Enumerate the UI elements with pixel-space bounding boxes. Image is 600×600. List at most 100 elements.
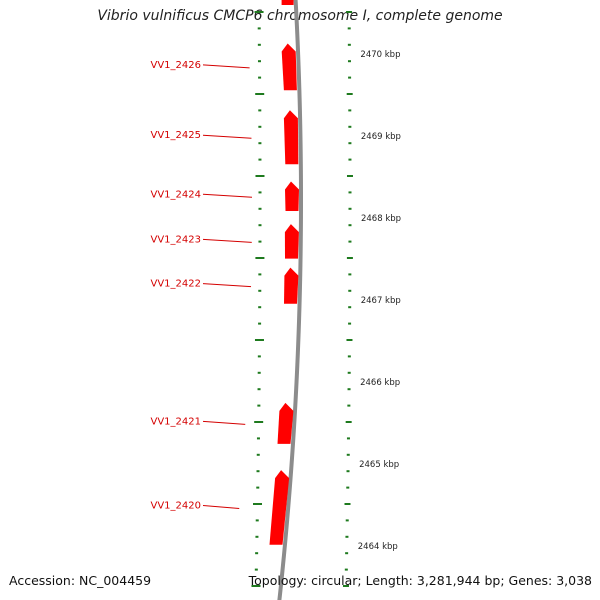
- gene-label[interactable]: VV1_2426: [151, 60, 202, 71]
- tick: [347, 371, 351, 374]
- tick: [348, 273, 352, 276]
- gene-label[interactable]: VV1_2423: [151, 234, 202, 245]
- gene-leader-line: [202, 64, 250, 69]
- tick: [348, 142, 352, 145]
- tick: [258, 224, 262, 227]
- tick: [348, 191, 352, 194]
- tick: [346, 175, 353, 177]
- inner-tick-track: [251, 11, 265, 587]
- tick: [258, 125, 262, 128]
- tick: [256, 453, 260, 456]
- scale-labels: 2470 kbp 2469 kbp 2468 kbp 2467 kbp 2466 kbp…: [358, 50, 401, 552]
- tick: [347, 388, 351, 391]
- gene-label[interactable]: VV1_2425: [151, 130, 202, 141]
- tick: [345, 535, 349, 538]
- tick: [256, 486, 260, 489]
- tick: [257, 404, 261, 407]
- tick: [346, 453, 350, 456]
- tick: [258, 109, 262, 112]
- gene-track: VV1_2426 VV1_2425 VV1_2424 VV1_2423 VV1_2422…: [151, 0, 299, 545]
- outer-tick-track: [342, 11, 353, 587]
- tick: [346, 470, 350, 473]
- tick: [347, 60, 351, 63]
- tick: [348, 224, 352, 227]
- tick: [258, 158, 262, 161]
- tick: [257, 388, 261, 391]
- tick: [258, 289, 262, 292]
- gene-label[interactable]: VV1_2420: [151, 500, 202, 511]
- tick: [257, 371, 261, 374]
- tick: [347, 404, 351, 407]
- gene-arrow[interactable]: [285, 181, 299, 212]
- tick: [255, 175, 265, 177]
- gene-label[interactable]: VV1_2422: [151, 279, 202, 290]
- tick: [255, 552, 259, 555]
- scale-label: 2466 kbp: [360, 378, 400, 388]
- tick: [348, 240, 352, 243]
- tick: [258, 273, 262, 276]
- tick: [258, 76, 262, 79]
- tick: [342, 585, 349, 587]
- tick: [348, 109, 352, 112]
- scale-label: 2469 kbp: [361, 132, 401, 142]
- tick: [254, 339, 264, 341]
- tick: [255, 519, 259, 522]
- gene-label[interactable]: VV1_2421: [151, 416, 202, 427]
- tick: [255, 535, 259, 538]
- tick: [347, 355, 351, 358]
- tick: [346, 11, 353, 13]
- tick: [258, 191, 262, 194]
- tick: [253, 503, 263, 505]
- tick: [254, 11, 264, 13]
- tick: [346, 437, 350, 440]
- gene-leader-line: [202, 193, 253, 198]
- tick: [257, 60, 261, 63]
- gene-leader-line: [202, 504, 240, 509]
- gene-arrow[interactable]: [281, 43, 297, 91]
- scale-label: 2464 kbp: [358, 542, 398, 552]
- tick: [258, 322, 262, 325]
- tick: [348, 289, 352, 292]
- gene-arrow[interactable]: [283, 110, 299, 165]
- tick: [258, 207, 262, 210]
- gene-leader-line: [202, 134, 252, 139]
- gene-arrow[interactable]: [284, 224, 299, 259]
- topology-label: Topology: circular; Length: 3,281,944 bp…: [248, 573, 592, 588]
- tick: [347, 27, 351, 30]
- tick: [346, 486, 350, 489]
- tick: [254, 568, 258, 571]
- gene-leader-line: [202, 238, 252, 243]
- tick: [255, 257, 265, 259]
- gene-arrow[interactable]: [277, 402, 294, 444]
- tick: [347, 43, 351, 46]
- tick: [255, 93, 265, 95]
- gene-arrow[interactable]: [284, 267, 299, 304]
- tick: [348, 322, 352, 325]
- gene-leader-line: [202, 283, 252, 288]
- chromosome-backbone: [277, 0, 303, 600]
- tick: [345, 519, 349, 522]
- accession-label: Accession: NC_004459: [9, 573, 152, 588]
- scale-label: 2467 kbp: [361, 296, 401, 306]
- scale-label: 2470 kbp: [360, 50, 400, 60]
- gene-arrow[interactable]: [269, 470, 290, 545]
- gene-arrow-partial[interactable]: [281, 0, 294, 5]
- tick: [348, 76, 352, 79]
- tick: [346, 93, 353, 95]
- tick: [254, 421, 264, 423]
- tick: [344, 568, 348, 571]
- tick: [256, 437, 260, 440]
- scale-label: 2468 kbp: [361, 214, 401, 224]
- tick: [348, 158, 352, 161]
- tick: [257, 43, 261, 46]
- tick: [251, 585, 261, 587]
- tick: [344, 503, 351, 505]
- tick: [345, 552, 349, 555]
- gene-label[interactable]: VV1_2424: [151, 189, 202, 200]
- tick: [258, 142, 262, 145]
- tick: [348, 207, 352, 210]
- tick: [258, 240, 262, 243]
- tick: [345, 421, 352, 423]
- gene-leader-line: [202, 420, 246, 425]
